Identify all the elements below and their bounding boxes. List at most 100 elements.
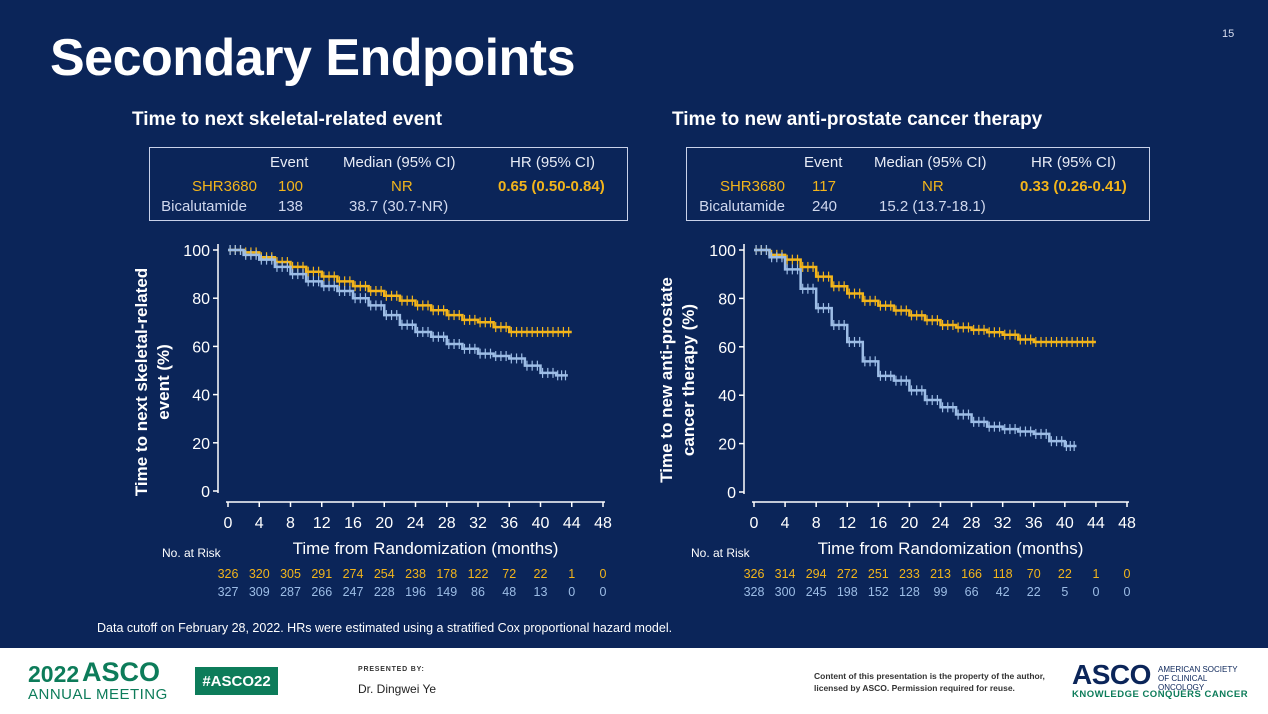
chart1-risk-count: 291 bbox=[311, 567, 332, 581]
chart1-y-tick-label: 0 bbox=[201, 484, 210, 501]
chart1-risk-count: 326 bbox=[218, 567, 239, 581]
chart1-x-tick-label: 28 bbox=[438, 515, 456, 532]
copyright-note: Content of this presentation is the prop… bbox=[814, 671, 1045, 693]
chart2-risk-count: 326 bbox=[744, 567, 765, 581]
chart2-risk-count: 1 bbox=[1092, 567, 1099, 581]
table-header-event: Event bbox=[804, 154, 843, 171]
chart2-risk-count: 5 bbox=[1061, 585, 1068, 599]
asco-tagline: KNOWLEDGE CONQUERS CANCER bbox=[1072, 689, 1249, 700]
table-header-hr: HR (95% CI) bbox=[510, 154, 596, 171]
chart1-risk-count: 309 bbox=[249, 585, 270, 599]
footnote: Data cutoff on February 28, 2022. HRs we… bbox=[97, 621, 673, 635]
chart1-risk-count: 238 bbox=[405, 567, 426, 581]
asco-logo: ASCO bbox=[1072, 659, 1151, 690]
chart2-arm1-event: 117 bbox=[812, 178, 836, 195]
chart2-x-tick-label: 0 bbox=[750, 515, 759, 532]
chart2-summary-table: Event Median (95% CI) HR (95% CI) SHR368… bbox=[686, 147, 1150, 221]
chart1-risk-count: 48 bbox=[502, 585, 516, 599]
page-title: Secondary Endpoints bbox=[50, 29, 576, 87]
footer-asco-wordmark: ASCO bbox=[82, 657, 161, 687]
chart2-risk-label: No. at Risk bbox=[691, 546, 751, 560]
chart1-arm1-name: SHR3680 bbox=[191, 178, 257, 195]
chart2-risk-count: 251 bbox=[868, 567, 889, 581]
chart1-y-tick-label: 60 bbox=[192, 339, 210, 356]
chart2-x-tick-label: 28 bbox=[963, 515, 981, 532]
chart1-risk-count: 327 bbox=[218, 585, 239, 599]
chart2-title: Time to new anti-prostate cancer therapy bbox=[672, 109, 1043, 130]
chart2-risk-count: 118 bbox=[993, 567, 1013, 581]
chart1-risk-count: 86 bbox=[471, 585, 485, 599]
chart2-risk-count: 0 bbox=[1124, 585, 1131, 599]
chart1-title: Time to next skeletal-related event bbox=[132, 109, 443, 130]
chart2-risk-count: 70 bbox=[1027, 567, 1041, 581]
page-number: 15 bbox=[1222, 28, 1235, 40]
chart1-risk-count: 254 bbox=[374, 567, 395, 581]
chart1-x-tick-label: 12 bbox=[313, 515, 331, 532]
chart2-risk-count: 166 bbox=[961, 567, 982, 581]
chart1-x-tick-label: 0 bbox=[224, 515, 233, 532]
presented-by-label: PRESENTED BY: bbox=[358, 666, 425, 673]
chart1-summary-table: Event Median (95% CI) HR (95% CI) SHR368… bbox=[149, 147, 628, 221]
chart1-risk-count: 72 bbox=[502, 567, 516, 581]
chart2-x-tick-label: 36 bbox=[1025, 515, 1043, 532]
chart1-x-tick-label: 8 bbox=[286, 515, 295, 532]
chart1-risk-count: 196 bbox=[405, 585, 426, 599]
chart2-risk-count: 66 bbox=[965, 585, 979, 599]
chart2-km-curve-shr3680 bbox=[754, 248, 1096, 344]
chart2-km-curve-bicalutamide bbox=[754, 248, 1077, 448]
chart1-risk-count: 0 bbox=[600, 585, 607, 599]
chart1-risk-count: 274 bbox=[343, 567, 364, 581]
chart1-risk-count: 122 bbox=[468, 567, 489, 581]
chart2-risk-count: 328 bbox=[744, 585, 765, 599]
chart1-x-tick-label: 48 bbox=[594, 515, 612, 532]
chart2-x-tick-label: 20 bbox=[901, 515, 919, 532]
chart2-risk-count: 152 bbox=[868, 585, 889, 599]
chart2-y-axis-label-line2: cancer therapy (%) bbox=[679, 304, 698, 456]
chart1-x-tick-label: 44 bbox=[563, 515, 581, 532]
chart1-risk-count: 149 bbox=[436, 585, 457, 599]
chart2-y-tick-label: 20 bbox=[718, 437, 736, 454]
chart2-y-axis-label-line1: Time to new anti-prostate bbox=[657, 277, 676, 483]
chart1-x-tick-label: 4 bbox=[255, 515, 264, 532]
chart1-arm2-median: 38.7 (30.7-NR) bbox=[349, 198, 449, 215]
chart1-risk-count: 22 bbox=[534, 567, 548, 581]
chart1-risk-count: 178 bbox=[436, 567, 457, 581]
chart2-arm2-name: Bicalutamide bbox=[699, 198, 785, 215]
chart2-x-tick-label: 44 bbox=[1087, 515, 1105, 532]
chart2-x-tick-label: 40 bbox=[1056, 515, 1074, 532]
chart2-risk-count: 128 bbox=[899, 585, 920, 599]
chart1-y-axis-label-line1: Time to next skeletal-related bbox=[132, 268, 151, 496]
chart2-arm2-event: 240 bbox=[812, 198, 838, 215]
chart1-arm2-event: 138 bbox=[278, 198, 304, 215]
chart2-arm1-name: SHR3680 bbox=[719, 178, 785, 195]
chart1-x-tick-label: 20 bbox=[375, 515, 393, 532]
chart2-x-tick-label: 32 bbox=[994, 515, 1012, 532]
chart1-x-tick-label: 36 bbox=[500, 515, 518, 532]
chart1-y-tick-label: 40 bbox=[192, 388, 210, 405]
chart1-arm1-event: 100 bbox=[278, 178, 304, 195]
chart1-arm2-name: Bicalutamide bbox=[161, 198, 247, 215]
chart1-arm1-hr: 0.65 (0.50-0.84) bbox=[498, 178, 605, 195]
chart2-risk-count: 0 bbox=[1092, 585, 1099, 599]
presenter-name: Dr. Dingwei Ye bbox=[358, 682, 437, 696]
chart2-risk-count: 0 bbox=[1124, 567, 1131, 581]
table-header-median: Median (95% CI) bbox=[874, 154, 987, 171]
chart2-x-tick-label: 16 bbox=[869, 515, 887, 532]
chart2-risk-count: 245 bbox=[806, 585, 827, 599]
chart1-x-tick-label: 40 bbox=[532, 515, 550, 532]
chart1-y-tick-label: 80 bbox=[192, 291, 210, 308]
chart2-y-tick-label: 80 bbox=[718, 291, 736, 308]
chart1-risk-count: 266 bbox=[311, 585, 332, 599]
chart2-x-tick-label: 24 bbox=[932, 515, 950, 532]
footer-annual-meeting: ANNUAL MEETING bbox=[28, 686, 168, 703]
table-header-event: Event bbox=[270, 154, 309, 171]
table-header-median: Median (95% CI) bbox=[343, 154, 456, 171]
chart2-risk-count: 272 bbox=[837, 567, 858, 581]
chart2-x-tick-label: 4 bbox=[781, 515, 790, 532]
chart1-risk-count: 13 bbox=[534, 585, 548, 599]
chart2-arm1-hr: 0.33 (0.26-0.41) bbox=[1020, 178, 1127, 195]
chart2-risk-count: 314 bbox=[775, 567, 796, 581]
chart2-arm1-median: NR bbox=[922, 178, 944, 195]
chart2-risk-count: 294 bbox=[806, 567, 827, 581]
